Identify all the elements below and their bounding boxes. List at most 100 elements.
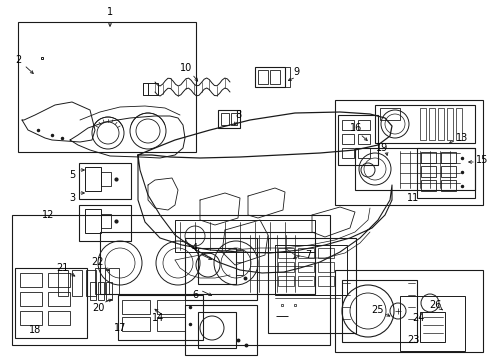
Bar (79, 163, 131, 199)
Bar (437, 108, 443, 140)
Bar (297, 262, 313, 272)
Text: 6: 6 (192, 290, 198, 300)
Text: 2: 2 (15, 55, 21, 65)
Bar (337, 115, 377, 165)
Bar (198, 312, 236, 348)
Bar (297, 276, 313, 286)
Bar (20, 311, 42, 325)
Bar (109, 268, 119, 294)
Bar (20, 292, 42, 306)
Bar (420, 152, 435, 163)
Bar (72, 270, 82, 296)
Text: 16: 16 (349, 123, 362, 133)
Bar (86, 270, 96, 296)
Bar (354, 148, 474, 190)
Bar (297, 248, 313, 258)
Bar (85, 209, 101, 233)
Text: 22: 22 (92, 257, 104, 267)
Bar (341, 134, 353, 144)
Bar (15, 268, 87, 338)
Bar (122, 300, 150, 314)
Bar (258, 70, 267, 84)
Bar (148, 83, 158, 95)
Text: 11: 11 (406, 193, 418, 203)
Bar (106, 282, 112, 300)
Bar (341, 120, 353, 130)
Bar (428, 108, 434, 140)
Bar (218, 110, 240, 128)
Bar (20, 273, 42, 287)
Bar (122, 317, 150, 331)
Bar (416, 148, 474, 198)
Bar (440, 180, 455, 191)
Bar (118, 295, 203, 340)
Bar (18, 22, 196, 152)
Bar (90, 282, 96, 300)
Bar (79, 205, 131, 241)
Bar (48, 292, 70, 306)
Bar (278, 276, 293, 286)
Bar (341, 280, 416, 342)
Text: 26: 26 (428, 300, 440, 310)
Text: 7: 7 (304, 250, 310, 260)
Text: 9: 9 (292, 67, 299, 77)
Bar (230, 113, 237, 125)
Bar (357, 148, 369, 158)
Bar (101, 214, 111, 228)
Text: 24: 24 (411, 313, 423, 323)
Text: 8: 8 (234, 110, 241, 120)
Text: 18: 18 (29, 325, 41, 335)
Text: 3: 3 (69, 193, 75, 203)
Bar (334, 100, 482, 205)
Bar (357, 134, 369, 144)
Text: 21: 21 (56, 263, 68, 273)
Text: 20: 20 (92, 303, 104, 313)
Bar (184, 305, 257, 355)
Text: 1: 1 (107, 7, 113, 17)
Bar (399, 296, 464, 351)
Bar (101, 172, 111, 186)
Bar (12, 215, 329, 345)
Bar (440, 166, 455, 177)
Bar (379, 108, 399, 120)
Bar (98, 282, 104, 300)
Bar (334, 270, 482, 352)
Bar (184, 238, 257, 300)
Bar (221, 113, 228, 125)
Bar (341, 148, 353, 158)
Bar (317, 276, 333, 286)
Text: 19: 19 (375, 143, 387, 153)
Text: 4: 4 (192, 243, 198, 253)
Bar (317, 248, 333, 258)
Bar (278, 262, 293, 272)
Bar (419, 312, 444, 342)
Bar (455, 108, 461, 140)
Bar (274, 245, 346, 295)
Bar (419, 108, 425, 140)
Text: 14: 14 (152, 313, 164, 323)
Text: 17: 17 (114, 323, 126, 333)
Bar (48, 311, 70, 325)
Text: 13: 13 (455, 133, 467, 143)
Bar (317, 262, 333, 272)
Bar (269, 70, 280, 84)
Bar (198, 248, 236, 284)
Bar (440, 152, 455, 163)
Bar (175, 220, 314, 252)
Bar (157, 317, 184, 331)
Text: 10: 10 (180, 63, 192, 73)
Bar (157, 300, 184, 314)
Bar (95, 268, 105, 294)
Bar (58, 270, 68, 296)
Bar (254, 67, 285, 87)
Bar (100, 232, 314, 294)
Bar (420, 166, 435, 177)
Text: 23: 23 (406, 335, 418, 345)
Text: 12: 12 (42, 210, 54, 220)
Text: 5: 5 (69, 170, 75, 180)
Bar (278, 248, 293, 258)
Bar (85, 167, 101, 191)
Bar (446, 108, 452, 140)
Text: 15: 15 (475, 155, 487, 165)
Bar (48, 273, 70, 287)
